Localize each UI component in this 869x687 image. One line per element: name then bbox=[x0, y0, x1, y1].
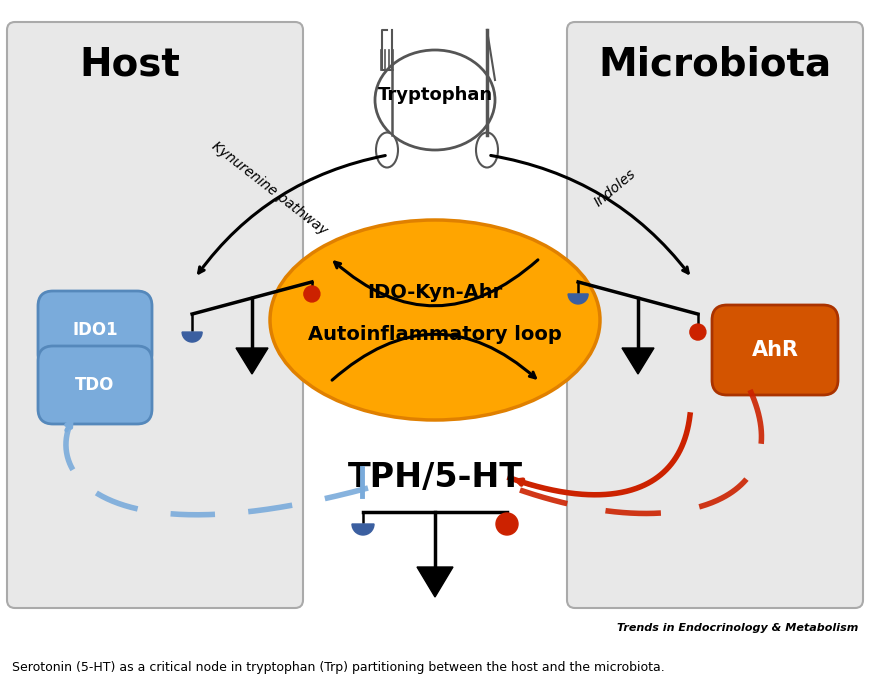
Wedge shape bbox=[567, 294, 587, 304]
Ellipse shape bbox=[475, 133, 497, 168]
FancyBboxPatch shape bbox=[711, 305, 837, 395]
Text: Serotonin (5-HT) as a critical node in tryptophan (Trp) partitioning between the: Serotonin (5-HT) as a critical node in t… bbox=[12, 662, 664, 675]
FancyBboxPatch shape bbox=[7, 22, 302, 608]
Wedge shape bbox=[182, 332, 202, 342]
Text: Host: Host bbox=[79, 46, 180, 84]
Ellipse shape bbox=[269, 220, 600, 420]
Circle shape bbox=[303, 286, 320, 302]
Text: Autoinflammatory loop: Autoinflammatory loop bbox=[308, 326, 561, 344]
Text: IDO1: IDO1 bbox=[72, 321, 117, 339]
Text: TPH/5-HT: TPH/5-HT bbox=[347, 462, 522, 495]
Polygon shape bbox=[235, 348, 268, 374]
Text: Tryptophan: Tryptophan bbox=[377, 86, 492, 104]
Circle shape bbox=[495, 513, 517, 535]
Polygon shape bbox=[416, 567, 453, 597]
Text: AhR: AhR bbox=[751, 340, 798, 360]
Wedge shape bbox=[352, 524, 374, 535]
FancyBboxPatch shape bbox=[38, 291, 152, 369]
Text: Microbiota: Microbiota bbox=[598, 46, 831, 84]
FancyBboxPatch shape bbox=[567, 22, 862, 608]
Text: TDO: TDO bbox=[76, 376, 115, 394]
Circle shape bbox=[689, 324, 705, 340]
Ellipse shape bbox=[375, 50, 494, 150]
Text: Trends in Endocrinology & Metabolism: Trends in Endocrinology & Metabolism bbox=[616, 623, 857, 633]
Text: Kynurenine pathway: Kynurenine pathway bbox=[209, 139, 330, 238]
Text: IDO-Kyn-Ahr: IDO-Kyn-Ahr bbox=[367, 282, 502, 302]
Text: Indoles: Indoles bbox=[591, 167, 638, 210]
Polygon shape bbox=[621, 348, 653, 374]
FancyBboxPatch shape bbox=[38, 346, 152, 424]
Ellipse shape bbox=[375, 133, 397, 168]
